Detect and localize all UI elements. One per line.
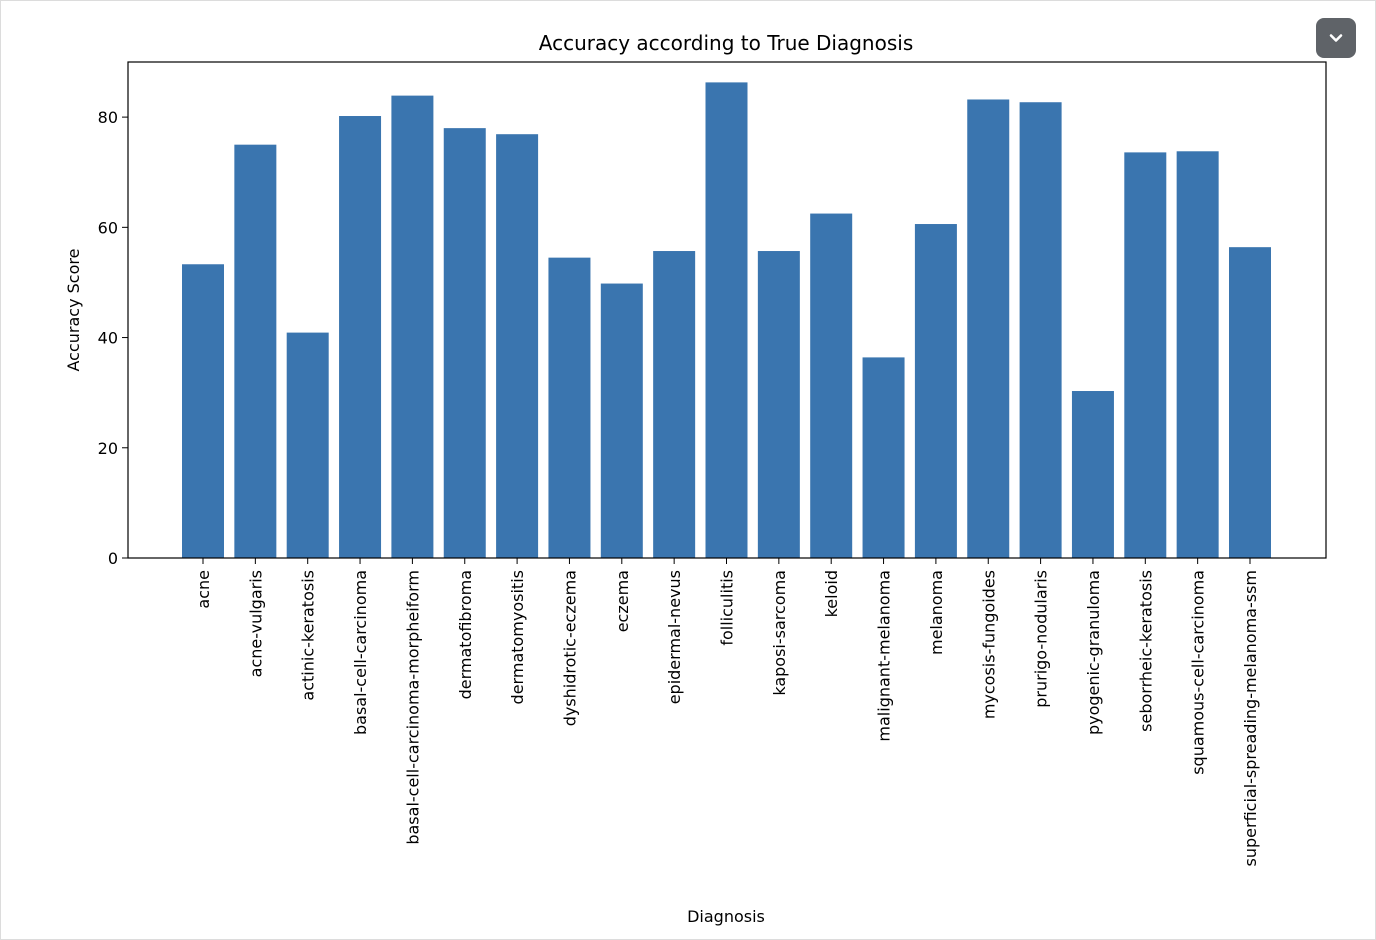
plot-area-frame	[127, 61, 1327, 559]
x-tick-label: epidermal-nevus	[665, 570, 684, 704]
x-tick-label: prurigo-nodularis	[1032, 570, 1051, 708]
x-tick-label: eczema	[613, 570, 632, 632]
x-tick-label: pyogenic-granuloma	[1084, 570, 1103, 735]
bar-actinic-keratosis	[286, 332, 329, 558]
bar-folliculitis	[705, 82, 748, 558]
y-axis-ticks: 0 20 40 60 80	[98, 108, 128, 568]
x-axis-label: Diagnosis	[687, 907, 765, 926]
chevron-down-icon	[1329, 34, 1343, 42]
x-tick-label: malignant-melanoma	[875, 570, 894, 742]
bar-basal-cell-carcinoma	[339, 116, 382, 558]
x-tick-label: keloid	[822, 570, 841, 617]
x-tick-label: squamous-cell-carcinoma	[1189, 570, 1208, 775]
x-tick-label: dermatofibroma	[456, 570, 475, 699]
y-tick-label: 0	[108, 549, 118, 568]
y-tick-label: 60	[98, 218, 118, 237]
x-tick-label: acne-vulgaris	[246, 570, 265, 677]
bar-dermatofibroma	[443, 128, 486, 558]
bar-malignant-melanoma	[862, 357, 905, 558]
bar-keloid	[810, 213, 853, 558]
bar-basal-cell-carcinoma-morpheiform	[391, 95, 434, 559]
x-tick-label: acne	[194, 570, 213, 609]
y-tick-label: 20	[98, 439, 118, 458]
bars-group	[182, 82, 1271, 559]
bar-seborrheic-keratosis	[1124, 152, 1167, 558]
bar-kaposi-sarcoma	[757, 251, 800, 558]
bar-superficial-spreading-melanoma-ssm	[1229, 247, 1271, 559]
x-tick-label: actinic-keratosis	[299, 570, 318, 701]
x-tick-label: folliculitis	[718, 570, 737, 646]
bar-pyogenic-granuloma	[1071, 391, 1114, 558]
bar-eczema	[600, 283, 643, 558]
chart-title: Accuracy according to True Diagnosis	[539, 31, 914, 55]
x-tick-label: dyshidrotic-eczema	[560, 570, 579, 726]
collapse-button[interactable]	[1316, 18, 1356, 58]
bar-dermatomyositis	[496, 134, 539, 558]
x-axis-ticks: acne acne-vulgaris actinic-keratosis basal-…	[194, 558, 1260, 866]
x-tick-label: melanoma	[927, 570, 946, 655]
x-tick-label: basal-cell-carcinoma	[351, 570, 370, 735]
bar-dyshidrotic-eczema	[548, 257, 591, 558]
bar-epidermal-nevus	[653, 251, 696, 558]
bar-squamous-cell-carcinoma	[1176, 151, 1219, 558]
y-tick-label: 40	[98, 329, 118, 348]
bar-prurigo-nodularis	[1019, 102, 1062, 558]
x-tick-label: superficial-spreading-melanoma-ssm	[1241, 570, 1260, 866]
x-tick-label: basal-cell-carcinoma-morpheiform	[403, 570, 422, 845]
bar-acne	[182, 264, 224, 558]
bar-mycosis-fungoides	[967, 99, 1010, 558]
x-tick-label: kaposi-sarcoma	[770, 570, 789, 696]
x-tick-label: seborrheic-keratosis	[1136, 570, 1155, 732]
bar-melanoma	[914, 224, 957, 558]
bar-acne-vulgaris	[234, 144, 277, 559]
y-tick-label: 80	[98, 108, 118, 127]
x-tick-label: dermatomyositis	[508, 570, 527, 704]
x-tick-label: mycosis-fungoides	[979, 570, 998, 719]
y-axis-label: Accuracy Score	[64, 249, 83, 372]
